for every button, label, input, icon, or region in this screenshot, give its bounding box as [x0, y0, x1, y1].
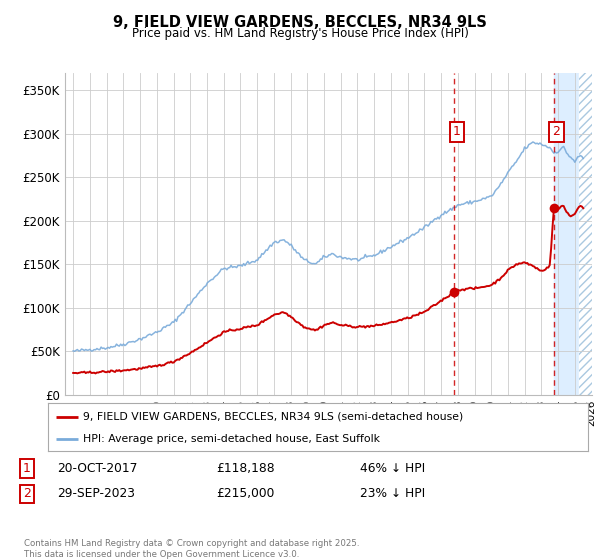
Text: 1: 1 — [23, 462, 31, 475]
Text: 20-OCT-2017: 20-OCT-2017 — [57, 462, 137, 475]
Text: 23% ↓ HPI: 23% ↓ HPI — [360, 487, 425, 501]
Bar — [579, 73, 592, 395]
Text: Contains HM Land Registry data © Crown copyright and database right 2025.
This d: Contains HM Land Registry data © Crown c… — [24, 539, 359, 559]
Text: £215,000: £215,000 — [216, 487, 274, 501]
Bar — [554, 73, 592, 395]
Text: 46% ↓ HPI: 46% ↓ HPI — [360, 462, 425, 475]
Text: 2: 2 — [23, 487, 31, 501]
Text: 1: 1 — [453, 125, 461, 138]
Text: 9, FIELD VIEW GARDENS, BECCLES, NR34 9LS: 9, FIELD VIEW GARDENS, BECCLES, NR34 9LS — [113, 15, 487, 30]
Text: 2: 2 — [553, 125, 560, 138]
Text: Price paid vs. HM Land Registry's House Price Index (HPI): Price paid vs. HM Land Registry's House … — [131, 27, 469, 40]
Text: HPI: Average price, semi-detached house, East Suffolk: HPI: Average price, semi-detached house,… — [83, 434, 380, 444]
Text: £118,188: £118,188 — [216, 462, 275, 475]
Text: 29-SEP-2023: 29-SEP-2023 — [57, 487, 135, 501]
Text: 9, FIELD VIEW GARDENS, BECCLES, NR34 9LS (semi-detached house): 9, FIELD VIEW GARDENS, BECCLES, NR34 9LS… — [83, 412, 463, 422]
Bar — [579, 73, 592, 395]
